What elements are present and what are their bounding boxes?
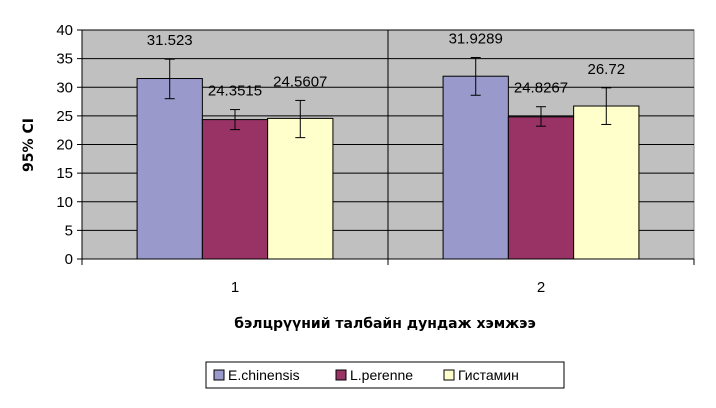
y-tick-label: 20 <box>56 137 73 154</box>
y-tick-labels: 0 5 10 15 20 25 30 35 40 <box>56 22 73 268</box>
data-label: 31.9289 <box>449 30 503 47</box>
bar <box>201 119 269 260</box>
x-tick-label: 1 <box>231 279 239 296</box>
axes <box>77 29 695 265</box>
y-tick-label: 10 <box>56 194 73 211</box>
legend-label: Гистамин <box>458 367 519 383</box>
legend-swatch <box>335 369 347 381</box>
y-tick-label: 35 <box>56 51 73 68</box>
bars <box>136 75 640 260</box>
legend: E.chinensis L.perenne Гистамин <box>213 367 519 383</box>
legend-label: L.perenne <box>350 367 413 383</box>
error-bars <box>164 56 612 139</box>
bar <box>442 75 509 260</box>
legend-swatch <box>213 369 225 381</box>
y-tick-label: 5 <box>65 222 73 239</box>
y-tick-label: 15 <box>56 165 73 182</box>
legend-swatch <box>443 369 455 381</box>
y-axis-title: 95% CI <box>21 118 37 172</box>
x-tick-label: 2 <box>537 279 545 296</box>
legend-box <box>205 361 565 389</box>
data-label: 24.3515 <box>208 83 262 100</box>
data-label: 24.5607 <box>273 73 327 90</box>
data-labels: 31.523 31.9289 24.3515 24.8267 24.5607 26.72 <box>147 30 625 99</box>
y-tick-label: 40 <box>56 22 73 39</box>
bar <box>507 116 575 260</box>
data-label: 31.523 <box>147 32 193 49</box>
bar <box>573 105 640 260</box>
legend-label: E.chinensis <box>228 367 300 383</box>
y-tick-label: 30 <box>56 79 73 96</box>
data-label: 26.72 <box>588 61 626 78</box>
y-tick-label: 0 <box>65 251 73 268</box>
bar <box>267 117 334 260</box>
data-label: 24.8267 <box>514 80 568 97</box>
bar <box>136 78 203 260</box>
y-tick-label: 25 <box>56 108 73 125</box>
x-axis-title: бэлцрүүний талбайн дундаж хэмжээ <box>234 316 536 332</box>
